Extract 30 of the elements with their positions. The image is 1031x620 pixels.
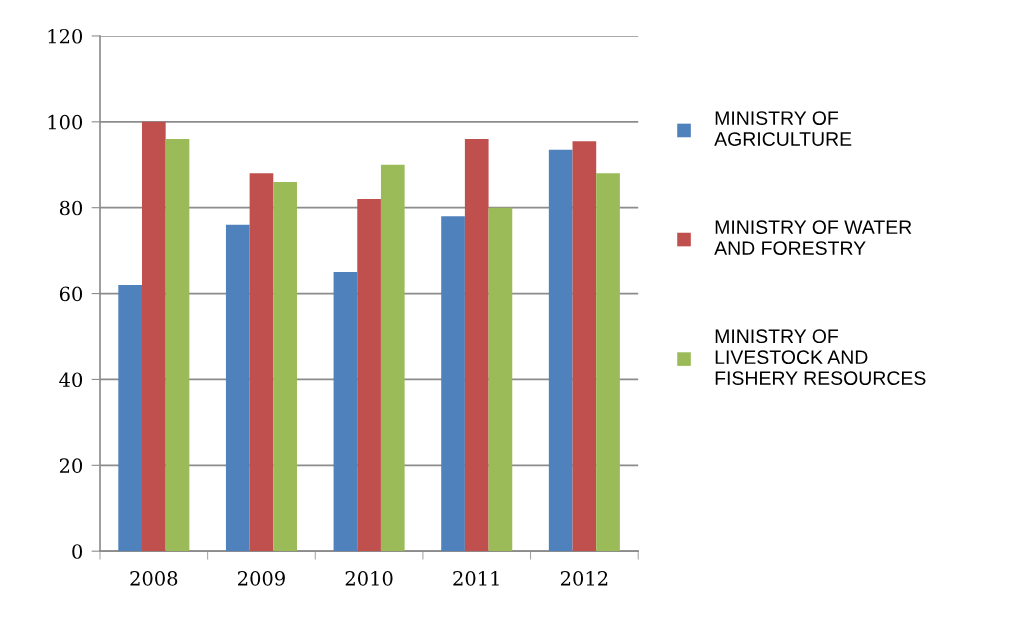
y-tick-label: 80 — [59, 200, 83, 216]
y-tick-label: 100 — [48, 114, 83, 130]
bar — [596, 173, 620, 552]
bar — [488, 207, 513, 552]
legend-label: MINISTRY OF WATER AND FORESTRY — [714, 220, 912, 255]
bar — [572, 141, 597, 552]
y-tick-label: 60 — [59, 286, 83, 302]
bar — [464, 139, 489, 552]
y-tick-label: 20 — [59, 458, 83, 473]
x-tick-label: 2008 — [130, 570, 178, 586]
y-tick-label: 0 — [72, 544, 83, 559]
bar — [141, 121, 166, 552]
x-tick-label: 2011 — [453, 570, 499, 586]
x-tick-label: 2012 — [560, 570, 608, 586]
bar — [333, 272, 358, 552]
bar — [441, 216, 465, 552]
bar — [357, 199, 381, 552]
x-tick-label: 2010 — [345, 570, 393, 586]
legend-label: MINISTRY OF AGRICULTURE — [714, 111, 852, 146]
bar — [118, 284, 142, 552]
y-tick-label: 120 — [48, 28, 83, 44]
bar — [249, 173, 274, 552]
bar — [165, 139, 190, 552]
bar — [273, 181, 297, 552]
y-tick-label: 40 — [59, 372, 83, 388]
bar — [225, 224, 250, 552]
bar — [380, 164, 405, 552]
legend-label: MINISTRY OF LIVESTOCK AND FISHERY RESOURCES — [715, 329, 926, 386]
x-tick-label: 2009 — [238, 570, 285, 586]
bar — [548, 149, 573, 552]
